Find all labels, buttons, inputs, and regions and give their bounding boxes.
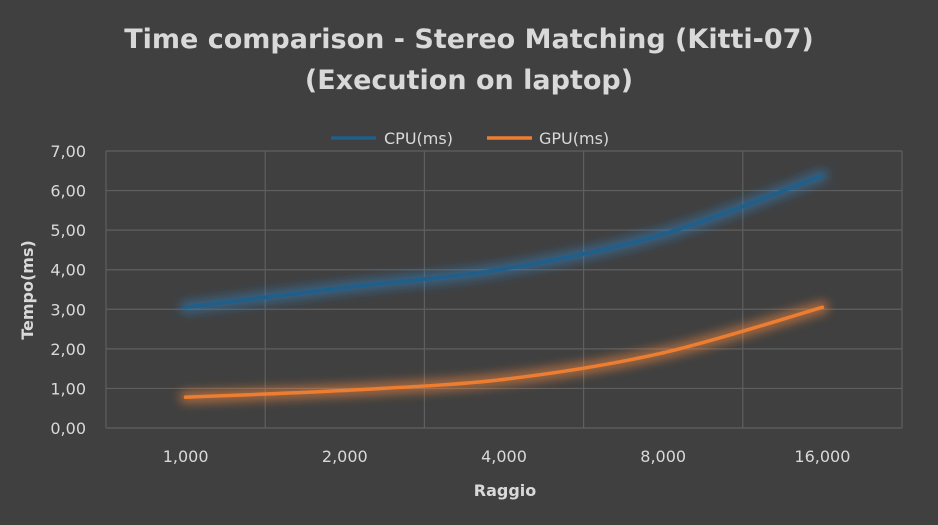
chart-title-line2: (Execution on laptop) [305, 65, 633, 96]
x-tick-label: 1,000 [163, 447, 209, 466]
y-tick-label: 5,00 [50, 221, 86, 240]
y-tick-label: 1,00 [50, 379, 86, 398]
series-line [183, 173, 825, 310]
y-tick-label: 3,00 [50, 300, 86, 319]
legend: CPU(ms) GPU(ms) [331, 129, 609, 148]
data-point [502, 267, 506, 271]
series-gpu [179, 301, 829, 404]
y-tick-label: 6,00 [50, 182, 86, 201]
legend-label: GPU(ms) [539, 129, 609, 148]
x-tick-label: 8,000 [640, 447, 686, 466]
y-tick-label: 0,00 [50, 419, 86, 438]
data-point [502, 377, 506, 382]
y-tick-label: 4,00 [50, 261, 86, 280]
data-point [343, 285, 347, 290]
data-point [820, 305, 825, 310]
data-point [183, 395, 188, 399]
tick-layer: 0,00 1,00 2,00 3,00 4,00 5,00 6,00 7,00 1,000 2,0… [50, 142, 850, 466]
series-layer [179, 169, 829, 404]
y-tick-label: 2,00 [50, 340, 86, 359]
x-axis-title: Raggio [474, 481, 537, 500]
series-glow [179, 301, 829, 404]
x-tick-label: 2,000 [322, 447, 368, 466]
data-point [661, 232, 665, 236]
legend-label: CPU(ms) [384, 129, 453, 148]
data-point [183, 305, 188, 310]
y-axis-title: Tempo(ms) [18, 240, 37, 340]
chart-title-line1: Time comparison - Stereo Matching (Kitti… [124, 24, 814, 55]
y-tick-label: 7,00 [50, 142, 86, 161]
series-glow [179, 169, 829, 314]
series-cpu [179, 169, 829, 314]
x-tick-label: 16,000 [794, 447, 850, 466]
x-tick-label: 4,000 [481, 447, 527, 466]
data-point [343, 388, 347, 393]
legend-item: GPU(ms) [487, 129, 609, 148]
data-point [661, 351, 665, 355]
legend-item: CPU(ms) [331, 129, 453, 148]
data-point [820, 173, 825, 178]
